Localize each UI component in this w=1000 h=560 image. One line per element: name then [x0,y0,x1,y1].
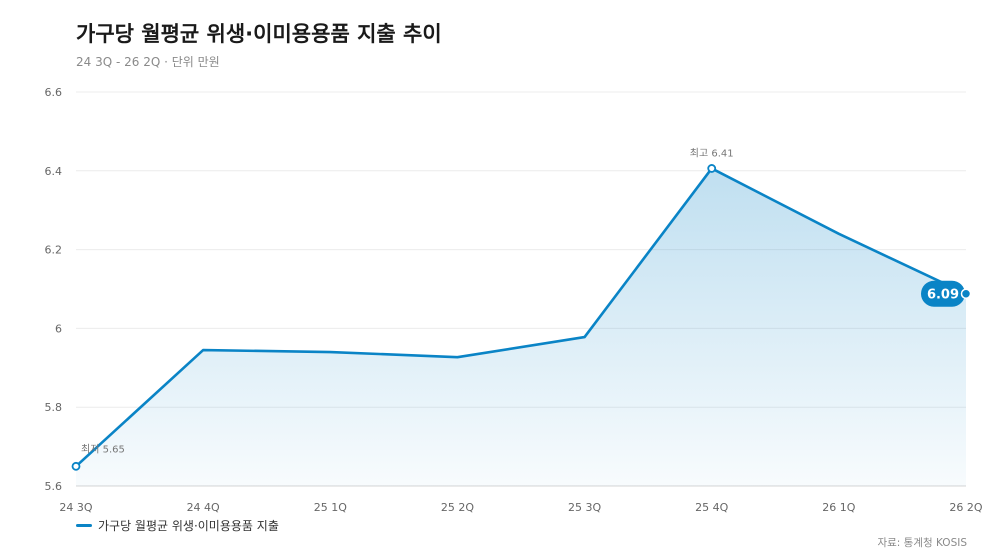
min-point [71,461,81,471]
y-tick-label: 6.2 [45,244,63,257]
x-tick-label: 25 1Q [314,501,347,514]
chart-title: 가구당 월평균 위생·이미용용품 지출 추이 [76,22,442,46]
legend-label: 가구당 월평균 위생·이미용용품 지출 [98,519,279,533]
legend-swatch [76,524,92,527]
max-label: 최고 6.41 [690,147,734,159]
source-note: 자료: 통계청 KOSIS [877,537,967,549]
series-line [74,167,968,468]
max-point [707,164,717,173]
last-point [960,288,972,299]
min-label: 최저 5.65 [81,443,125,455]
x-tick-label: 25 2Q [441,501,474,514]
chart-subtitle: 24 3Q - 26 2Q · 단위 만원 [76,55,220,69]
x-tick-label: 25 4Q [695,501,728,514]
x-tick-label: 26 2Q [949,501,982,514]
legend: 가구당 월평균 위생·이미용용품 지출 [76,517,279,534]
y-tick-label: 6 [55,322,62,335]
x-tick-label: 26 1Q [822,501,855,514]
x-tick-label: 24 3Q [59,501,92,514]
y-tick-label: 6.6 [45,86,63,99]
x-tick-label: 24 4Q [187,501,220,514]
y-tick-label: 6.4 [45,165,63,178]
x-tick-label: 25 3Q [568,501,601,514]
last-value-badge [921,280,965,307]
last-value-label: 6.09 [927,288,959,303]
y-tick-label: 5.8 [45,401,63,414]
series-area [76,168,966,486]
y-tick-label: 5.6 [45,480,63,493]
